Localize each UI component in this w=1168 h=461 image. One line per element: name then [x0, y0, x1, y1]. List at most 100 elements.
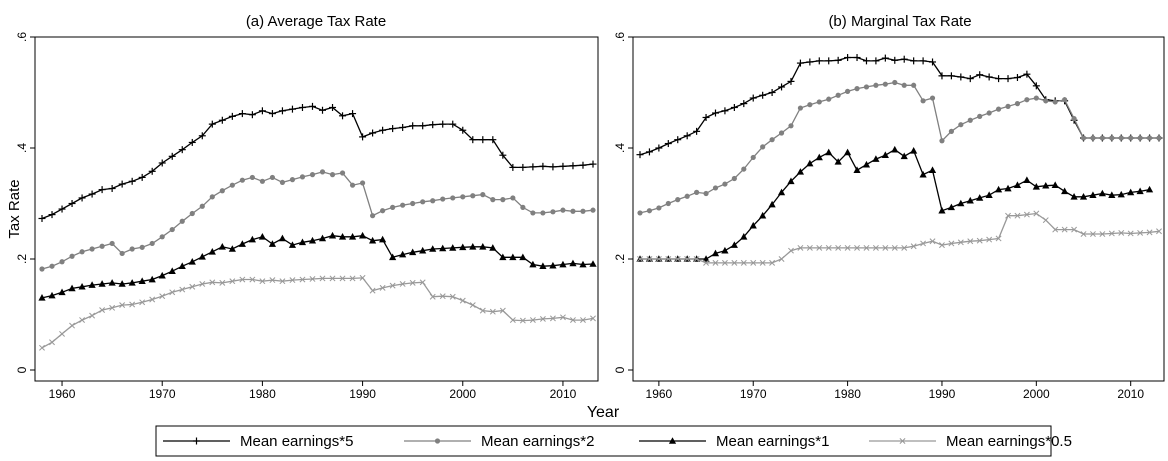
data-point [928, 166, 937, 173]
data-point [109, 240, 115, 247]
data-point [89, 312, 96, 319]
data-point [269, 174, 276, 181]
data-point [459, 297, 466, 304]
legend-label: Mean earnings*0.5 [946, 433, 1072, 450]
data-point [319, 275, 326, 282]
data-point [569, 162, 577, 170]
data-point [409, 279, 416, 286]
data-point [298, 103, 306, 111]
data-point [78, 282, 86, 290]
data-point [1032, 183, 1040, 190]
legend-item: Mean earnings*0.5 [869, 433, 1072, 450]
data-point [854, 244, 860, 251]
data-point [646, 208, 653, 214]
data-point [920, 240, 927, 247]
data-point [79, 317, 86, 324]
legend-marker [899, 438, 906, 444]
data-point [249, 276, 256, 283]
data-point [891, 145, 899, 153]
data-point [379, 235, 387, 243]
data-point [1156, 135, 1162, 141]
data-point [549, 163, 557, 171]
data-point [540, 210, 546, 216]
data-point [967, 238, 974, 245]
data-point [684, 256, 691, 262]
data-point [359, 180, 366, 186]
data-point [1023, 211, 1030, 218]
data-point [712, 259, 719, 266]
data-point [490, 197, 496, 203]
data-point [759, 259, 766, 266]
data-point [787, 177, 795, 185]
y-tick-label: .2 [15, 254, 29, 264]
data-point [712, 185, 719, 191]
data-point [1080, 231, 1087, 237]
data-point [479, 242, 487, 250]
data-point [179, 286, 186, 293]
data-point [519, 317, 526, 324]
data-point [49, 263, 55, 269]
data-point [834, 56, 842, 64]
data-point [379, 284, 386, 291]
data-point [844, 54, 852, 62]
data-point [1098, 189, 1106, 197]
legend: Mean earnings*5 Mean earnings*2 Mean earni… [155, 425, 1072, 457]
data-point [1109, 135, 1115, 141]
data-point [268, 110, 276, 118]
data-point [1090, 135, 1096, 141]
data-point [258, 107, 266, 115]
data-point [409, 248, 417, 256]
data-point [489, 244, 497, 251]
data-point [1062, 97, 1068, 103]
data-point [872, 57, 880, 65]
data-point [1071, 226, 1078, 233]
data-point [530, 210, 536, 216]
data-point [797, 105, 804, 111]
data-point [440, 196, 446, 202]
data-point [189, 210, 195, 217]
data-point [957, 73, 965, 81]
data-point [218, 242, 226, 250]
data-point [722, 181, 728, 187]
data-point [469, 302, 476, 309]
data-point [1005, 103, 1011, 109]
data-point [318, 234, 327, 242]
data-point [69, 253, 75, 259]
data-point [219, 279, 226, 286]
data-point [1137, 135, 1143, 141]
data-point [891, 56, 899, 64]
data-point [948, 240, 955, 247]
data-point [796, 59, 804, 67]
data-point [158, 271, 166, 279]
data-point [806, 58, 814, 66]
data-point [319, 106, 327, 114]
data-point [439, 244, 447, 252]
data-point [278, 107, 286, 115]
data-point [119, 302, 126, 309]
data-point [1033, 95, 1039, 101]
data-point [520, 204, 526, 210]
data-point [920, 98, 926, 104]
data-point [768, 200, 776, 208]
data-point [519, 163, 527, 171]
data-point [656, 205, 662, 211]
data-point [509, 317, 516, 324]
data-point [806, 244, 813, 251]
data-point [248, 235, 256, 243]
data-point [258, 233, 266, 240]
data-point [128, 279, 136, 286]
data-point [589, 160, 597, 168]
data-point [730, 103, 738, 111]
data-point [449, 293, 456, 300]
data-point [986, 236, 993, 243]
data-point [549, 315, 556, 322]
y-tick-label: .2 [613, 254, 627, 264]
data-point [308, 102, 316, 110]
data-point [400, 202, 406, 208]
data-point [1014, 101, 1021, 107]
data-point [159, 234, 165, 240]
data-point [1005, 212, 1011, 219]
data-point [499, 307, 506, 314]
data-point [892, 79, 898, 86]
data-point [1136, 187, 1144, 195]
